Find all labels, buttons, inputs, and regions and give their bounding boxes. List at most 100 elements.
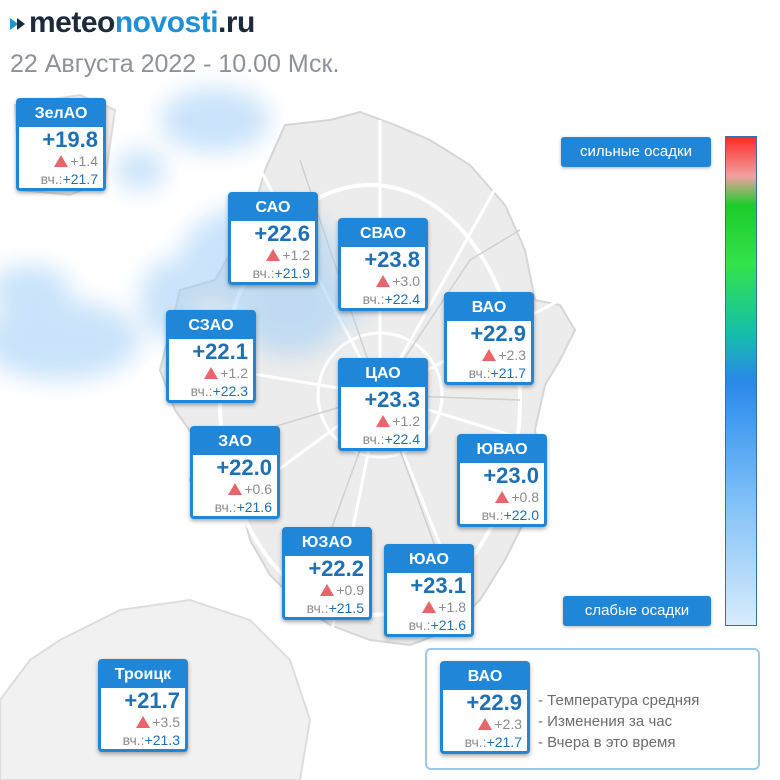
- hourly-change: +0.6: [193, 481, 277, 498]
- yesterday-row: вч.:+21.5: [285, 599, 369, 617]
- legend-panel: ВАО +22.9 +2.3 вч.:+21.7 - Температура с…: [425, 648, 760, 770]
- district-name: СЗАО: [169, 313, 253, 339]
- yesterday-label: вч.:: [214, 499, 237, 515]
- yesterday-label: вч.:: [306, 600, 329, 616]
- up-triangle-icon: [422, 601, 437, 613]
- yesterday-label: вч.:: [362, 291, 385, 307]
- hourly-change: +1.2: [341, 413, 425, 430]
- yesterday-label: вч.:: [408, 617, 431, 633]
- yesterday-row: вч.:+22.0: [460, 506, 544, 524]
- yesterday-value: +22.4: [384, 431, 420, 447]
- change-value: +1.2: [392, 413, 420, 429]
- yesterday-value: +21.7: [62, 171, 98, 187]
- district-name: Троицк: [101, 662, 185, 688]
- district-card-yuzao: ЮЗАО +22.2 +0.9 вч.:+21.5: [282, 527, 372, 620]
- yesterday-row: вч.:+21.7: [447, 364, 531, 382]
- yesterday-value: +21.9: [274, 265, 310, 281]
- temperature-value: +19.8: [42, 127, 98, 152]
- district-name: ВАО: [443, 664, 527, 690]
- yesterday-value: +21.3: [144, 732, 180, 748]
- temperature-value: +22.9: [470, 321, 526, 346]
- precipitation-scale-bar: [725, 136, 757, 626]
- district-card-sao: САО +22.6 +1.2 вч.:+21.9: [228, 192, 318, 285]
- yesterday-row: вч.:+21.7: [443, 733, 527, 751]
- temperature-value: +22.9: [466, 690, 522, 715]
- temperature-value: +22.1: [192, 339, 248, 364]
- yesterday-value: +22.0: [503, 507, 539, 523]
- temperature-value: +23.0: [483, 463, 539, 488]
- legend-line-change: - Изменения за час: [538, 713, 673, 730]
- logo-mark-icon: [10, 18, 25, 30]
- hourly-change: +2.3: [443, 716, 527, 733]
- hourly-change: +3.5: [101, 714, 185, 731]
- district-name: САО: [231, 195, 315, 221]
- yesterday-row: вч.:+22.4: [341, 430, 425, 448]
- site-logo[interactable]: meteonovosti.ru: [10, 6, 255, 40]
- up-triangle-icon: [495, 491, 510, 503]
- yesterday-label: вч.:: [190, 383, 213, 399]
- legend-line-yesterday: - Вчера в это время: [538, 734, 676, 751]
- logo-text-domain: .ru: [218, 6, 255, 39]
- district-card-vao: ВАО +22.9 +2.3 вч.:+21.7: [444, 292, 534, 385]
- change-value: +3.5: [152, 714, 180, 730]
- change-value: +2.3: [494, 716, 522, 732]
- hourly-change: +0.9: [285, 582, 369, 599]
- up-triangle-icon: [482, 349, 497, 361]
- temperature-value: +21.7: [124, 688, 180, 713]
- up-triangle-icon: [54, 155, 69, 167]
- district-card-zelao: ЗелАО +19.8 +1.4 вч.:+21.7: [16, 98, 106, 191]
- district-card-svao: СВАО +23.8 +3.0 вч.:+22.4: [338, 218, 428, 311]
- district-card-yuvao: ЮВАО +23.0 +0.8 вч.:+22.0: [457, 434, 547, 527]
- yesterday-row: вч.:+22.4: [341, 290, 425, 308]
- yesterday-value: +21.5: [328, 600, 364, 616]
- yesterday-value: +22.4: [384, 291, 420, 307]
- scale-label-light: слабые осадки: [563, 596, 711, 626]
- temperature-value: +22.2: [308, 556, 364, 581]
- yesterday-row: вч.:+22.3: [169, 382, 253, 400]
- district-card-tsao: ЦАО +23.3 +1.2 вч.:+22.4: [338, 358, 428, 451]
- yesterday-label: вч.:: [40, 171, 63, 187]
- up-triangle-icon: [320, 584, 335, 596]
- change-value: +1.8: [438, 599, 466, 615]
- district-name: СВАО: [341, 221, 425, 247]
- district-card-yuao: ЮАО +23.1 +1.8 вч.:+21.6: [384, 544, 474, 637]
- change-value: +0.9: [336, 582, 364, 598]
- legend-descriptions: - Температура средняя - Изменения за час…: [538, 690, 699, 753]
- change-value: +1.2: [220, 365, 248, 381]
- up-triangle-icon: [228, 483, 243, 495]
- change-value: +3.0: [392, 273, 420, 289]
- district-name: ЗАО: [193, 429, 277, 455]
- up-triangle-icon: [204, 367, 219, 379]
- yesterday-label: вч.:: [362, 431, 385, 447]
- up-triangle-icon: [478, 718, 493, 730]
- change-value: +1.2: [282, 247, 310, 263]
- logo-text-meteo: meteo: [29, 6, 115, 39]
- change-value: +0.6: [244, 481, 272, 497]
- hourly-change: +2.3: [447, 347, 531, 364]
- district-card-zao: ЗАО +22.0 +0.6 вч.:+21.6: [190, 426, 280, 519]
- up-triangle-icon: [266, 249, 281, 261]
- yesterday-label: вч.:: [481, 507, 504, 523]
- temperature-value: +22.6: [254, 221, 310, 246]
- yesterday-row: вч.:+21.3: [101, 731, 185, 749]
- yesterday-label: вч.:: [464, 734, 487, 750]
- yesterday-value: +22.3: [212, 383, 248, 399]
- scale-label-heavy: сильные осадки: [561, 137, 711, 167]
- yesterday-label: вч.:: [122, 732, 145, 748]
- yesterday-value: +21.7: [490, 365, 526, 381]
- change-value: +2.3: [498, 347, 526, 363]
- temperature-value: +23.3: [364, 387, 420, 412]
- logo-text-novosti: novosti: [114, 6, 219, 39]
- up-triangle-icon: [376, 275, 391, 287]
- legend-example-card: ВАО +22.9 +2.3 вч.:+21.7: [440, 661, 530, 754]
- yesterday-row: вч.:+21.7: [19, 170, 103, 188]
- change-value: +1.4: [70, 153, 98, 169]
- yesterday-label: вч.:: [468, 365, 491, 381]
- up-triangle-icon: [136, 716, 151, 728]
- district-name: ЮВАО: [460, 437, 544, 463]
- hourly-change: +1.2: [169, 365, 253, 382]
- hourly-change: +0.8: [460, 489, 544, 506]
- hourly-change: +1.8: [387, 599, 471, 616]
- yesterday-value: +21.7: [486, 734, 522, 750]
